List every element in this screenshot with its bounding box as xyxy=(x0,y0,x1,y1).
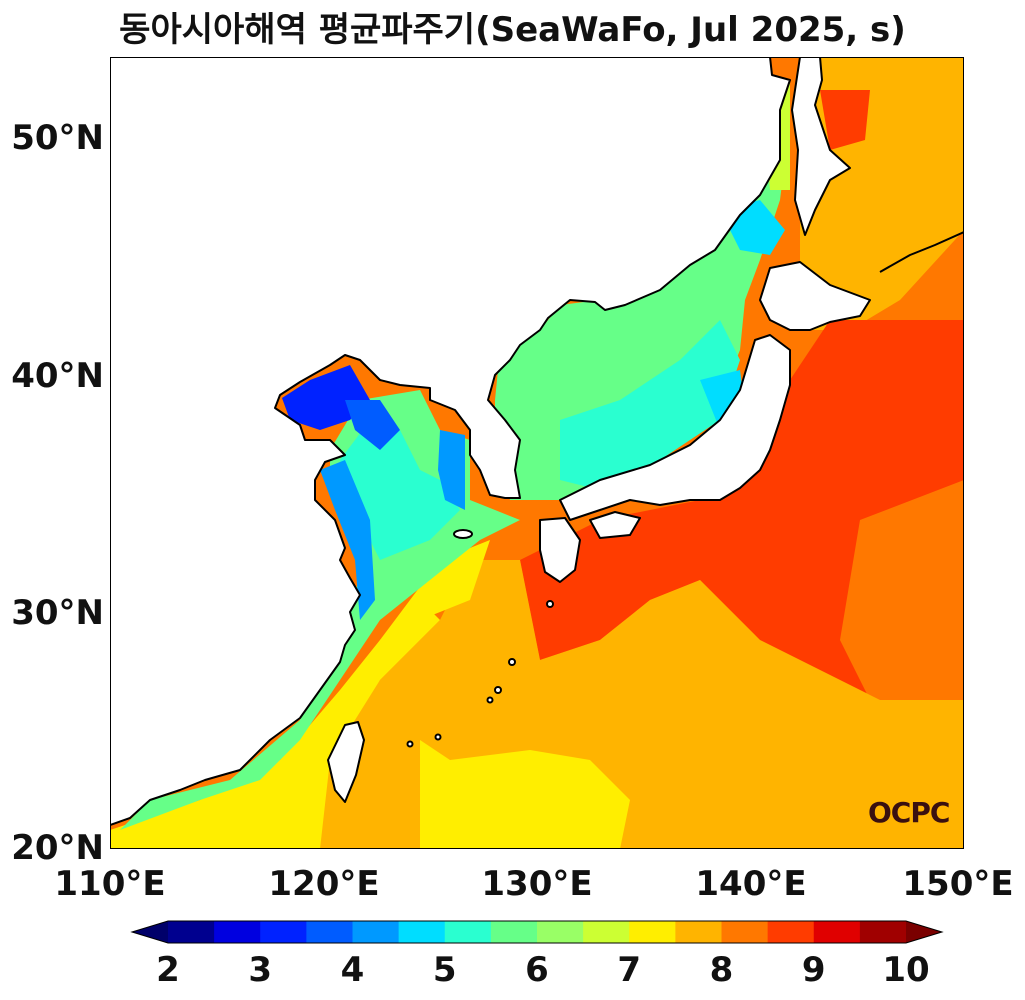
map-title: 동아시아해역 평균파주기(SeaWaFo, Jul 2025, s) xyxy=(119,10,906,50)
lat-tick-label: 50°N xyxy=(11,118,104,158)
hokkaido-island xyxy=(759,261,871,331)
colorbar-tick-label: 10 xyxy=(882,950,930,990)
colorbar-segment xyxy=(260,921,307,943)
ryukyu-islet xyxy=(494,686,502,694)
field-5-korea-west xyxy=(438,430,465,510)
colorbar-segment xyxy=(583,921,630,943)
colorbar-segment xyxy=(306,921,353,943)
shikoku-island xyxy=(589,511,641,539)
lat-tick-label: 30°N xyxy=(11,593,104,633)
colorbar-segment xyxy=(629,921,676,943)
colorbar-tick-label: 2 xyxy=(156,950,180,990)
colorbar-segment xyxy=(767,921,815,943)
lon-tick-label: 140°E xyxy=(695,864,807,904)
colorbar-tick-label: 3 xyxy=(248,950,273,990)
field-4-bohai xyxy=(282,365,370,430)
jeju-island xyxy=(453,529,473,539)
colorbar-segment xyxy=(813,921,861,943)
lat-tick-label: 20°N xyxy=(11,828,104,868)
field-55-east-sea xyxy=(560,320,740,490)
colorbar-segment xyxy=(352,921,400,943)
colorbar-segment xyxy=(398,921,446,943)
colorbar-extend-high xyxy=(906,921,942,943)
colorbar-segment xyxy=(168,921,215,943)
field-6-east-sea xyxy=(495,120,790,500)
colorbar-tick-label: 4 xyxy=(340,950,365,990)
land-masses xyxy=(110,57,964,826)
kuril-coast xyxy=(879,231,964,273)
colorbar-tick-label: 6 xyxy=(525,950,549,990)
field-75-ecs xyxy=(380,540,490,640)
lon-tick-label: 150°E xyxy=(902,864,1014,904)
sakhalin-island xyxy=(791,57,851,236)
colorbar-tick-label: 8 xyxy=(709,950,734,990)
lon-tick-label: 110°E xyxy=(54,864,166,904)
ryukyu-islet xyxy=(406,740,414,748)
lon-tick-label: 120°E xyxy=(268,864,380,904)
ryukyu-islet xyxy=(546,600,554,608)
ocpc-watermark: OCPC xyxy=(868,796,950,829)
colorbar-tick-label: 5 xyxy=(432,950,457,990)
field-5-china-coast xyxy=(320,460,375,620)
field-85-lobe xyxy=(840,480,964,720)
colorbar-segment xyxy=(721,921,769,943)
colorbar-segment xyxy=(214,921,261,943)
colorbar xyxy=(130,920,944,944)
lon-tick-label: 130°E xyxy=(481,864,593,904)
kyushu-island xyxy=(539,517,581,583)
colorbar-segment xyxy=(490,921,538,943)
taiwan-island xyxy=(327,721,365,803)
ryukyu-islet xyxy=(508,658,516,666)
field-45-bohai-edge xyxy=(345,400,400,450)
asia-mainland xyxy=(110,57,791,826)
lat-tick-label: 40°N xyxy=(11,356,104,396)
ryukyu-islet xyxy=(486,696,494,704)
ryukyu-islet xyxy=(434,733,442,741)
field-9-band-north xyxy=(820,90,870,150)
colorbar-outline xyxy=(130,920,944,944)
field-75-south xyxy=(110,600,630,849)
colorbar-segment xyxy=(675,921,722,943)
honshu-island xyxy=(559,334,791,521)
colorbar-extend-low xyxy=(132,921,168,943)
colorbar-tick-label: 7 xyxy=(617,950,642,990)
colorbar-segment xyxy=(537,921,584,943)
colorbar-tick-label: 9 xyxy=(801,950,826,990)
colorbar-segment xyxy=(859,921,907,943)
colorbar-segment xyxy=(444,921,492,943)
